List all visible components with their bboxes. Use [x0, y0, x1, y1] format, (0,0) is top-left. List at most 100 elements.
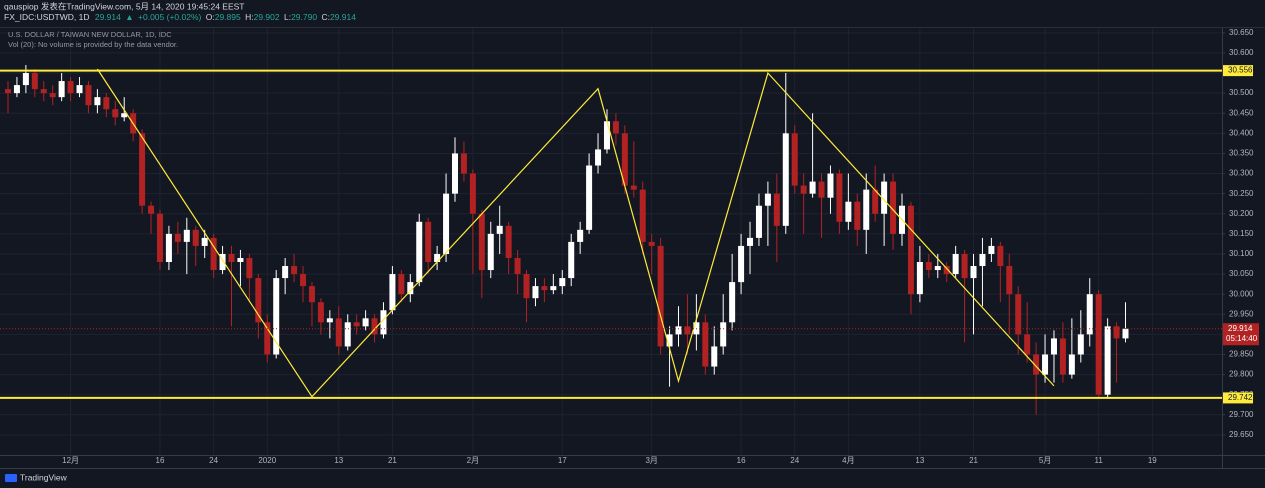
candle-body: [800, 185, 807, 194]
candle-body: [1068, 354, 1075, 375]
symbol: FX_IDC:USDTWD, 1D: [4, 12, 89, 22]
candle-body: [416, 221, 423, 283]
candle-body: [40, 89, 47, 94]
change: +0.005 (+0.02%): [138, 12, 201, 22]
candle-body: [729, 282, 736, 323]
ohlc-value: 29.895: [215, 12, 241, 22]
candle-body: [720, 322, 727, 347]
candle-body: [675, 326, 682, 335]
y-tick-label: 30.200: [1229, 209, 1254, 218]
author-line: qauspiop 发表在TradingView.com, 5月 14, 2020…: [4, 1, 245, 11]
candle-body: [31, 73, 38, 90]
candle-body: [443, 193, 450, 254]
y-tick-label: 30.050: [1229, 269, 1254, 278]
candle-body: [523, 274, 530, 299]
level-tag: [1223, 65, 1253, 77]
candle-body: [907, 205, 914, 295]
candle-body: [541, 286, 548, 291]
candle-body: [603, 121, 610, 150]
x-tick-label: 3月: [645, 456, 657, 465]
candle-body: [961, 253, 968, 279]
candle-body: [863, 189, 870, 230]
ohlc-key: C:: [321, 12, 330, 22]
candle-body: [434, 253, 441, 263]
candle-body: [925, 262, 932, 271]
candle-body: [496, 225, 503, 234]
candle-body: [273, 278, 280, 355]
candle-body: [58, 81, 65, 98]
candle-body: [344, 322, 351, 347]
candle-body: [49, 93, 56, 98]
candle-body: [246, 257, 253, 279]
x-tick-label: 13: [334, 456, 343, 465]
candle-body: [755, 205, 762, 238]
candle-body: [827, 173, 834, 198]
arrow: ▲: [125, 12, 133, 22]
candle-body: [1015, 294, 1022, 335]
candle-body: [711, 346, 718, 367]
candle-body: [621, 133, 628, 186]
candle-body: [577, 229, 584, 242]
x-tick-label: 4月: [842, 456, 854, 465]
candle-body: [380, 310, 387, 335]
candle-body: [988, 245, 995, 254]
candle-body: [148, 205, 155, 214]
candle-body: [782, 133, 789, 226]
y-tick-label: 29.800: [1229, 370, 1254, 379]
x-tick-label: 21: [969, 456, 978, 465]
candle-body: [317, 302, 324, 323]
candle-body: [952, 253, 959, 275]
y-tick-label: 30.450: [1229, 108, 1254, 117]
candle-body: [970, 266, 977, 279]
x-tick-label: 2月: [467, 456, 479, 465]
logo-icon: [5, 474, 17, 482]
ohlc-key: O:: [206, 12, 215, 22]
symbol-line: FX_IDC:USDTWD, 1D 29.914 ▲ +0.005 (+0.02…: [4, 12, 356, 22]
candle-body: [1042, 354, 1049, 375]
y-tick-label: 29.950: [1229, 309, 1254, 318]
candle-body: [192, 229, 199, 246]
candle-body: [1059, 338, 1066, 375]
candle-body: [738, 245, 745, 283]
candle-body: [809, 181, 816, 194]
ohlc-value: 29.790: [291, 12, 317, 22]
candle-body: [1006, 266, 1013, 295]
x-tick-label: 13: [915, 456, 924, 465]
candle-body: [407, 282, 414, 295]
candle-body: [586, 165, 593, 230]
level-label: 30.556: [1228, 66, 1253, 75]
candle-body: [514, 257, 521, 275]
candle-body: [630, 185, 637, 190]
candle-body: [639, 189, 646, 242]
candle-body: [174, 233, 181, 242]
x-tick-label: 5月: [1039, 456, 1051, 465]
last-price-tag: [1223, 323, 1259, 346]
candle-body: [872, 189, 879, 214]
candle-body: [612, 121, 619, 134]
candle-body: [854, 201, 861, 230]
axes: 29.65029.70029.75029.80029.85029.90029.9…: [62, 28, 1259, 465]
y-tick-label: 29.650: [1229, 430, 1254, 439]
candle-body: [165, 233, 172, 263]
candle-body: [657, 245, 664, 347]
candle-body: [1113, 326, 1120, 339]
candle-body: [943, 266, 950, 275]
x-tick-label: 24: [209, 456, 218, 465]
candle-body: [291, 266, 298, 275]
candle-body: [67, 81, 74, 94]
candle-body: [5, 89, 11, 94]
ohlc-value: 29.914: [330, 12, 356, 22]
y-tick-label: 30.300: [1229, 169, 1254, 178]
last: 29.914: [95, 12, 121, 22]
y-tick-label: 30.400: [1229, 128, 1254, 137]
candle-body: [1033, 354, 1040, 375]
candle-body: [997, 245, 1004, 267]
zigzag: [96, 68, 1055, 398]
x-tick-label: 12月: [62, 456, 79, 465]
candle-body: [702, 322, 709, 367]
candle-body: [818, 181, 825, 198]
candle-body: [1086, 294, 1093, 335]
candle-body: [890, 181, 897, 234]
